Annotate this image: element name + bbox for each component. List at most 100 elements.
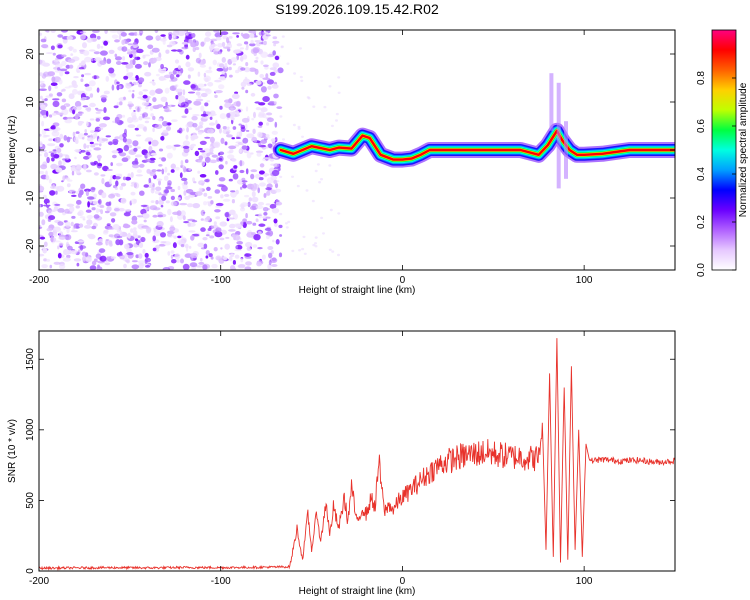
- noise-speckle: [73, 258, 82, 262]
- noise-speckle: [103, 40, 108, 46]
- noise-speckle: [83, 164, 87, 171]
- noise-speckle: [180, 258, 184, 264]
- noise-speckle: [84, 72, 92, 76]
- noise-speckle: [337, 253, 340, 257]
- noise-speckle: [164, 166, 168, 173]
- noise-speckle: [232, 63, 236, 66]
- noise-speckle: [89, 141, 94, 145]
- noise-speckle: [206, 100, 211, 103]
- noise-speckle: [314, 236, 318, 239]
- noise-speckle: [167, 172, 171, 176]
- noise-speckle: [241, 145, 248, 150]
- noise-speckle: [52, 149, 57, 152]
- noise-speckle: [156, 73, 160, 77]
- noise-speckle: [241, 177, 246, 182]
- noise-speckle: [203, 148, 211, 154]
- noise-speckle: [115, 180, 119, 187]
- noise-speckle: [270, 175, 277, 181]
- noise-speckle: [177, 197, 181, 200]
- noise-speckle: [255, 107, 262, 111]
- noise-speckle: [152, 105, 160, 110]
- noise-speckle: [114, 39, 120, 43]
- noise-speckle: [184, 195, 190, 200]
- noise-speckle: [192, 177, 196, 182]
- noise-speckle: [182, 215, 186, 221]
- noise-speckle: [200, 218, 204, 221]
- noise-speckle: [213, 247, 218, 252]
- noise-speckle: [255, 80, 262, 85]
- noise-speckle: [191, 115, 198, 121]
- noise-speckle: [330, 124, 334, 128]
- noise-speckle: [197, 71, 201, 77]
- noise-speckle: [265, 134, 270, 138]
- noise-speckle: [71, 170, 75, 176]
- noise-speckle: [104, 210, 110, 214]
- noise-speckle: [158, 148, 164, 152]
- noise-speckle: [96, 162, 103, 169]
- noise-speckle: [252, 128, 256, 134]
- noise-speckle: [273, 93, 279, 99]
- noise-speckle: [224, 141, 228, 146]
- noise-speckle: [261, 254, 266, 260]
- noise-speckle: [82, 42, 87, 49]
- noise-speckle: [116, 81, 120, 85]
- noise-speckle: [130, 184, 135, 187]
- noise-speckle: [156, 220, 164, 228]
- spectrogram-y-tick-label: 10: [25, 96, 36, 108]
- noise-speckle: [229, 149, 234, 154]
- noise-speckle: [262, 77, 271, 80]
- noise-speckle: [87, 201, 90, 208]
- noise-speckle: [234, 249, 242, 252]
- noise-speckle: [59, 152, 63, 158]
- noise-speckle: [223, 256, 227, 261]
- noise-speckle: [182, 140, 190, 147]
- noise-speckle: [145, 137, 154, 142]
- noise-speckle: [165, 186, 173, 190]
- noise-speckle: [323, 105, 327, 109]
- noise-speckle: [132, 164, 140, 169]
- colorbar: 0.0 0.2 0.4 0.6 0.8 Normalized spectral ampl…: [696, 29, 749, 277]
- noise-speckle: [62, 160, 66, 166]
- noise-speckle: [273, 179, 278, 185]
- noise-speckle: [49, 264, 53, 269]
- noise-speckle: [50, 45, 55, 51]
- noise-speckle: [53, 226, 61, 233]
- noise-speckle: [66, 136, 71, 143]
- noise-speckle: [145, 265, 151, 268]
- noise-speckle: [39, 72, 43, 77]
- noise-speckle: [271, 169, 280, 177]
- noise-speckle: [57, 44, 63, 49]
- noise-speckle: [161, 195, 167, 201]
- noise-speckle: [205, 88, 212, 95]
- noise-speckle: [235, 137, 241, 139]
- noise-speckle: [219, 63, 225, 68]
- noise-speckle: [42, 247, 48, 254]
- noise-speckle: [128, 89, 132, 93]
- noise-speckle: [120, 32, 127, 37]
- noise-speckle: [197, 159, 203, 163]
- noise-speckle: [151, 139, 159, 147]
- noise-speckle: [192, 114, 200, 117]
- noise-speckle: [201, 160, 206, 167]
- noise-speckle: [40, 95, 43, 100]
- noise-speckle: [184, 98, 189, 102]
- noise-speckle: [137, 106, 140, 112]
- noise-speckle: [48, 114, 53, 118]
- noise-speckle: [95, 208, 100, 214]
- noise-speckle: [158, 180, 161, 186]
- noise-speckle: [181, 177, 188, 182]
- noise-speckle: [71, 215, 76, 219]
- noise-speckle: [138, 91, 144, 96]
- noise-speckle: [246, 152, 252, 159]
- noise-speckle: [123, 96, 126, 101]
- noise-speckle: [228, 145, 237, 150]
- noise-speckle: [113, 206, 121, 213]
- noise-speckle: [273, 43, 277, 47]
- noise-speckle: [248, 197, 252, 202]
- noise-speckle: [274, 121, 278, 128]
- noise-speckle: [152, 57, 157, 63]
- noise-speckle: [84, 129, 87, 133]
- noise-speckle: [204, 179, 210, 183]
- noise-speckle: [92, 30, 100, 33]
- noise-speckle: [251, 196, 259, 203]
